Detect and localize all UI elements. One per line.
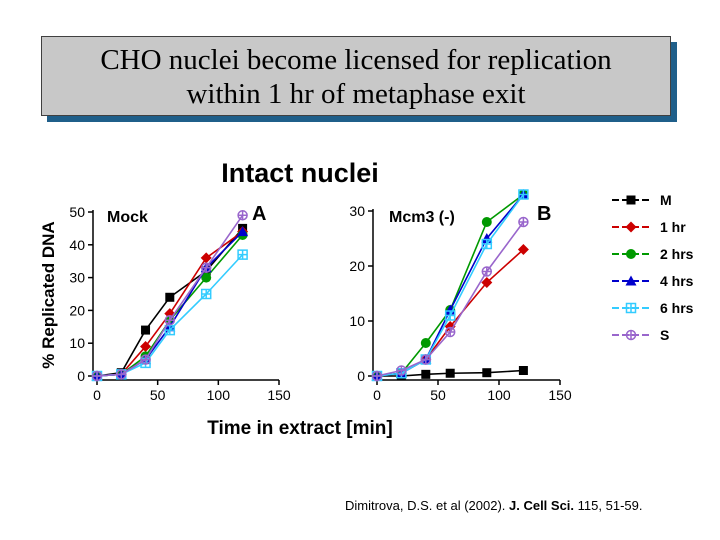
y-tick-label: 30 <box>69 270 85 286</box>
y-tick-label: 10 <box>69 335 85 351</box>
citation: Dimitrova, D.S. et al (2002). J. Cell Sc… <box>345 498 642 513</box>
x-tick-label: 150 <box>548 387 572 403</box>
y-tick-label: 0 <box>357 368 365 384</box>
legend-label: 6 hrs <box>660 300 694 316</box>
y-tick-label: 0 <box>77 368 85 384</box>
data-point <box>116 369 127 380</box>
x-tick-label: 50 <box>430 387 446 403</box>
data-point <box>396 365 407 376</box>
panel-letter: B <box>537 203 551 225</box>
slide-title: CHO nuclei become licensed for replicati… <box>41 36 671 116</box>
y-tick-label: 40 <box>69 237 85 253</box>
panel-377-mcm3: 0 10 20 30 0 50 100 150 Mcm3 (-) B <box>349 189 572 403</box>
x-tick-label: 150 <box>267 387 291 403</box>
y-tick-label: 20 <box>69 302 85 318</box>
legend-marker <box>625 221 637 233</box>
data-point <box>200 252 212 264</box>
chart-title: Intact nuclei <box>221 158 379 188</box>
data-point <box>237 210 248 221</box>
data-point <box>164 315 176 326</box>
y-tick-label: 10 <box>349 313 365 329</box>
data-point <box>421 369 431 379</box>
data-point <box>371 370 383 382</box>
data-point <box>420 338 431 348</box>
data-point <box>200 262 212 273</box>
data-point <box>481 238 493 250</box>
data-point <box>164 324 176 336</box>
x-tick-label: 100 <box>487 387 511 403</box>
data-point <box>91 370 103 382</box>
data-point <box>481 266 493 277</box>
series-M <box>92 223 248 381</box>
data-point <box>165 292 175 302</box>
legend-label: S <box>660 327 669 343</box>
series-S <box>371 216 529 382</box>
y-tick-label: 50 <box>69 204 85 220</box>
data-point <box>420 354 432 365</box>
legend: M 1 hr 2 hrs 4 hrs 6 hrs S <box>612 192 694 343</box>
series-2-hrs <box>92 229 248 381</box>
legend-item: 2 hrs <box>612 246 694 262</box>
legend-item: 1 hr <box>612 219 686 235</box>
y-tick-label: 30 <box>349 203 365 219</box>
series-line <box>96 227 244 377</box>
data-point <box>200 288 212 300</box>
x-tick-label: 0 <box>373 387 381 403</box>
legend-marker <box>626 249 636 259</box>
panel-97-mock: 0 10 20 30 40 50 0 50 100 150 Mock A <box>69 203 290 403</box>
data-point <box>482 368 492 378</box>
data-point <box>481 277 493 288</box>
legend-item: 6 hrs <box>612 300 694 316</box>
data-point <box>237 249 248 260</box>
series-line <box>96 234 244 377</box>
series-S <box>91 210 248 382</box>
data-point <box>481 217 492 227</box>
legend-marker <box>625 329 637 341</box>
legend-marker <box>625 302 637 314</box>
x-axis-label: Time in extract [min] <box>207 418 392 439</box>
data-point <box>518 216 529 228</box>
slide-title-line2: within 1 hr of metaphase exit <box>186 78 526 110</box>
x-tick-label: 100 <box>207 387 231 403</box>
chart-figure: Intact nuclei Time in extract [min] % Repl… <box>39 158 694 439</box>
series-4-hrs <box>91 226 249 381</box>
data-point <box>141 325 151 335</box>
legend-label: M <box>660 192 672 208</box>
data-point <box>518 189 529 200</box>
legend-item: M <box>612 192 672 208</box>
data-point <box>444 304 456 315</box>
data-point <box>517 244 529 255</box>
data-point <box>444 326 456 338</box>
legend-marker <box>626 195 636 205</box>
legend-label: 1 hr <box>660 219 686 235</box>
data-point <box>445 368 455 378</box>
panel-letter: A <box>252 203 266 225</box>
data-point <box>444 321 456 332</box>
data-point <box>201 272 212 283</box>
data-point <box>140 354 151 365</box>
legend-marker <box>625 275 637 286</box>
legend-item: 4 hrs <box>612 273 694 289</box>
legend-label: 2 hrs <box>660 246 694 262</box>
legend-item: S <box>612 327 669 343</box>
citation-authors: Dimitrova, D.S. et al (2002). <box>345 498 509 513</box>
y-axis-label: % Replicated DNA <box>39 221 58 368</box>
data-point <box>444 310 456 321</box>
legend-label: 4 hrs <box>660 273 694 289</box>
data-point <box>518 366 528 375</box>
panel-label: Mock <box>107 209 148 226</box>
series-line <box>96 231 244 377</box>
panel-label: Mcm3 (-) <box>389 209 455 226</box>
citation-journal: J. Cell Sci. <box>509 498 575 513</box>
data-point <box>237 226 249 237</box>
x-tick-label: 50 <box>150 387 166 403</box>
x-tick-label: 0 <box>93 387 101 403</box>
slide-title-line1: CHO nuclei become licensed for replicati… <box>100 44 612 76</box>
citation-rest: 115, 51-59. <box>574 498 643 513</box>
data-point <box>140 340 152 352</box>
y-tick-label: 20 <box>349 258 365 274</box>
series-line <box>376 221 525 377</box>
